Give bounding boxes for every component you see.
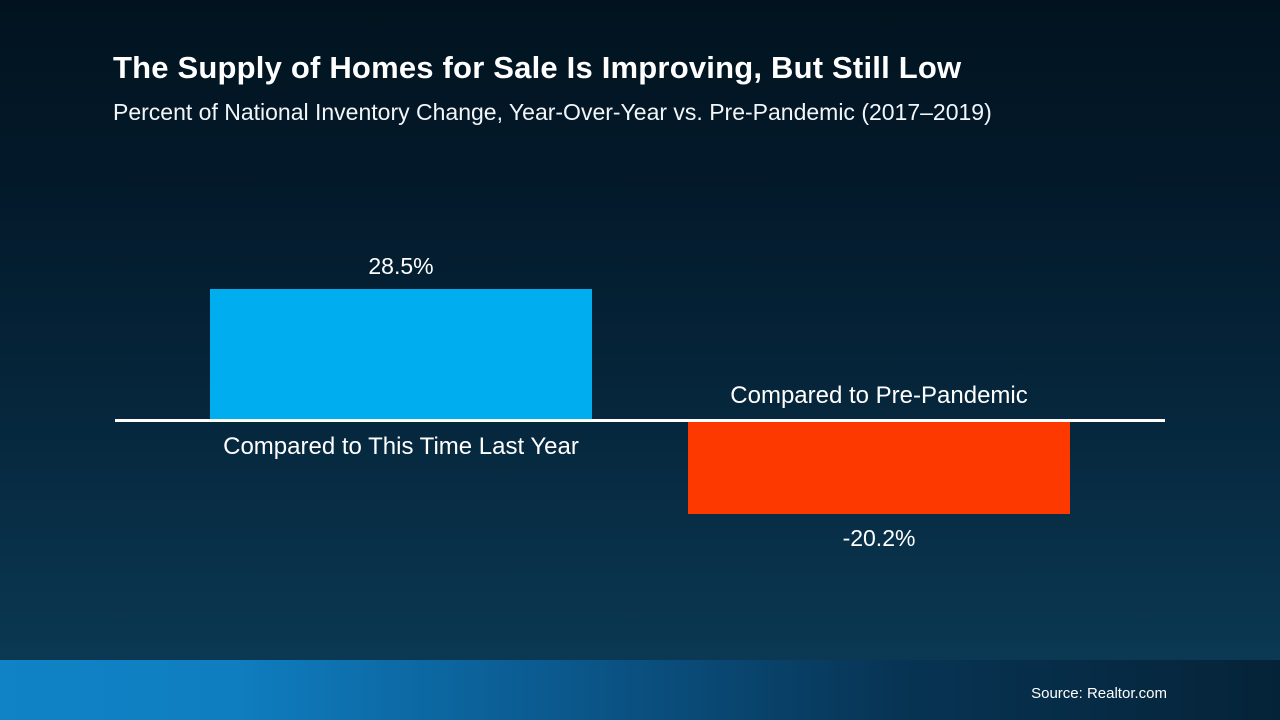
source-attribution: Source: Realtor.com: [1031, 685, 1167, 702]
footer-bar: Source: Realtor.com: [0, 660, 1280, 720]
category-label-pre-pandemic: Compared to Pre-Pandemic: [730, 382, 1028, 409]
zero-axis-line: [115, 419, 1165, 422]
bar-pre-pandemic: [688, 422, 1070, 514]
bar-last-year: [210, 289, 592, 419]
category-label-last-year: Compared to This Time Last Year: [223, 433, 579, 460]
chart-title: The Supply of Homes for Sale Is Improvin…: [113, 50, 962, 85]
bar-value-label-positive: 28.5%: [368, 253, 434, 279]
chart-subtitle: Percent of National Inventory Change, Ye…: [113, 99, 992, 125]
bar-value-label-negative: -20.2%: [842, 525, 916, 551]
